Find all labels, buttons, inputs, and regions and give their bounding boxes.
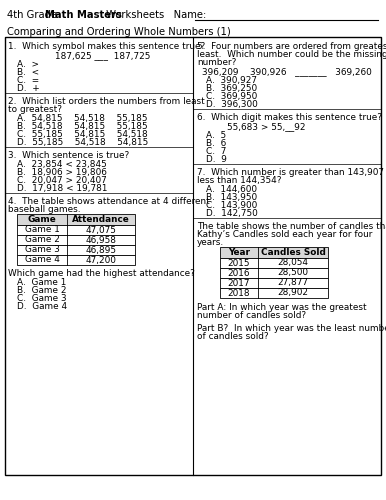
- Text: Game: Game: [28, 215, 56, 224]
- Bar: [17, 214, 135, 225]
- Text: B.  369,250: B. 369,250: [206, 84, 257, 93]
- Bar: [220, 288, 328, 298]
- Text: Game 1: Game 1: [25, 226, 59, 234]
- Text: B.  143,950: B. 143,950: [206, 193, 257, 202]
- Text: 2015: 2015: [228, 258, 250, 268]
- Text: Candles Sold: Candles Sold: [261, 248, 325, 257]
- Text: C.  =: C. =: [17, 76, 39, 85]
- Text: D.  396,300: D. 396,300: [206, 100, 258, 109]
- Text: A.  390,927: A. 390,927: [206, 76, 257, 85]
- Bar: [17, 225, 135, 235]
- Text: years.: years.: [197, 238, 224, 247]
- Text: 4th Grade: 4th Grade: [7, 10, 60, 20]
- Text: A.  >: A. >: [17, 60, 39, 69]
- Text: 187,625 ___  187,725: 187,625 ___ 187,725: [55, 51, 151, 60]
- Text: Attendance: Attendance: [72, 215, 130, 224]
- Bar: [220, 247, 328, 258]
- Text: A.  23,854 < 23,845: A. 23,854 < 23,845: [17, 160, 107, 169]
- Text: C.  20,047 > 20,407: C. 20,047 > 20,407: [17, 176, 107, 185]
- Text: 3.  Which sentence is true?: 3. Which sentence is true?: [8, 151, 129, 160]
- Text: The table shows the number of candles that: The table shows the number of candles th…: [197, 222, 386, 231]
- Text: A.  144,600: A. 144,600: [206, 185, 257, 194]
- Text: Part A: In which year was the greatest: Part A: In which year was the greatest: [197, 303, 367, 312]
- Text: 47,200: 47,200: [86, 256, 117, 264]
- Bar: [220, 278, 328, 288]
- Text: B.  <: B. <: [17, 68, 39, 77]
- Text: 55,683 > 55,__92: 55,683 > 55,__92: [227, 122, 305, 131]
- Text: 4.  The table shows attendance at 4 different: 4. The table shows attendance at 4 diffe…: [8, 197, 210, 206]
- Text: 28,500: 28,500: [278, 268, 308, 278]
- Text: Kathy’s Candles sold each year for four: Kathy’s Candles sold each year for four: [197, 230, 372, 239]
- Text: 2017: 2017: [228, 278, 250, 287]
- Text: less than 144,354?: less than 144,354?: [197, 176, 281, 185]
- Text: 47,075: 47,075: [86, 226, 117, 234]
- Text: Game 2: Game 2: [25, 236, 59, 244]
- Bar: [220, 268, 328, 278]
- Text: C.  369,950: C. 369,950: [206, 92, 257, 101]
- Text: 7.  Which number is greater than 143,907 and: 7. Which number is greater than 143,907 …: [197, 168, 386, 177]
- Text: Game 4: Game 4: [25, 256, 59, 264]
- Text: D.  9: D. 9: [206, 155, 227, 164]
- Text: 2.  Which list orders the numbers from least: 2. Which list orders the numbers from le…: [8, 97, 205, 106]
- Text: 46,958: 46,958: [86, 236, 117, 244]
- Text: C.  55,185    54,815    54,518: C. 55,185 54,815 54,518: [17, 130, 148, 139]
- Text: A.  Game 1: A. Game 1: [17, 278, 66, 287]
- Text: 2018: 2018: [228, 288, 250, 298]
- Bar: [17, 245, 135, 255]
- Text: 396,209    390,926   _______   369,260: 396,209 390,926 _______ 369,260: [202, 67, 372, 76]
- Text: B.  Game 2: B. Game 2: [17, 286, 66, 295]
- Text: 27,877: 27,877: [278, 278, 308, 287]
- Text: C.  Game 3: C. Game 3: [17, 294, 67, 303]
- Bar: [17, 235, 135, 245]
- Text: Which game had the highest attendance?: Which game had the highest attendance?: [8, 269, 195, 278]
- Text: C.  143,900: C. 143,900: [206, 201, 257, 210]
- Text: D.  Game 4: D. Game 4: [17, 302, 67, 311]
- Text: Math Masters: Math Masters: [45, 10, 122, 20]
- Text: A.  5: A. 5: [206, 131, 226, 140]
- Text: A.  54,815    54,518    55,185: A. 54,815 54,518 55,185: [17, 114, 147, 123]
- Text: baseball games.: baseball games.: [8, 205, 81, 214]
- Text: D.  +: D. +: [17, 84, 40, 93]
- Text: 2016: 2016: [228, 268, 250, 278]
- Text: 1.  Which symbol makes this sentence true?: 1. Which symbol makes this sentence true…: [8, 42, 205, 51]
- Text: to greatest?: to greatest?: [8, 105, 62, 114]
- Bar: [220, 258, 328, 268]
- Text: least.  Which number could be the missing: least. Which number could be the missing: [197, 50, 386, 59]
- Text: B.  18,906 > 19,806: B. 18,906 > 19,806: [17, 168, 107, 177]
- Text: B.  6: B. 6: [206, 139, 226, 148]
- Text: number?: number?: [197, 58, 236, 67]
- Bar: [17, 255, 135, 265]
- Text: 5.  Four numbers are ordered from greatest to: 5. Four numbers are ordered from greates…: [197, 42, 386, 51]
- Text: D.  55,185    54,518    54,815: D. 55,185 54,518 54,815: [17, 138, 148, 147]
- Text: 28,054: 28,054: [278, 258, 308, 268]
- Text: 46,895: 46,895: [86, 246, 117, 254]
- Text: Year: Year: [228, 248, 250, 257]
- Text: Comparing and Ordering Whole Numbers (1): Comparing and Ordering Whole Numbers (1): [7, 27, 231, 37]
- Text: number of candles sold?: number of candles sold?: [197, 311, 306, 320]
- Text: C.  7: C. 7: [206, 147, 226, 156]
- Text: D.  17,918 < 19,781: D. 17,918 < 19,781: [17, 184, 107, 193]
- Bar: [5, 37, 381, 475]
- Text: Worksheets   Name:: Worksheets Name:: [103, 10, 209, 20]
- Text: of candles sold?: of candles sold?: [197, 332, 269, 341]
- Text: Game 3: Game 3: [25, 246, 59, 254]
- Text: 28,902: 28,902: [278, 288, 308, 298]
- Text: B.  54,518    54,815    55,185: B. 54,518 54,815 55,185: [17, 122, 147, 131]
- Text: 6.  Which digit makes this sentence true?: 6. Which digit makes this sentence true?: [197, 113, 382, 122]
- Text: D.  142,750: D. 142,750: [206, 209, 258, 218]
- Text: Part B?  In which year was the least number: Part B? In which year was the least numb…: [197, 324, 386, 333]
